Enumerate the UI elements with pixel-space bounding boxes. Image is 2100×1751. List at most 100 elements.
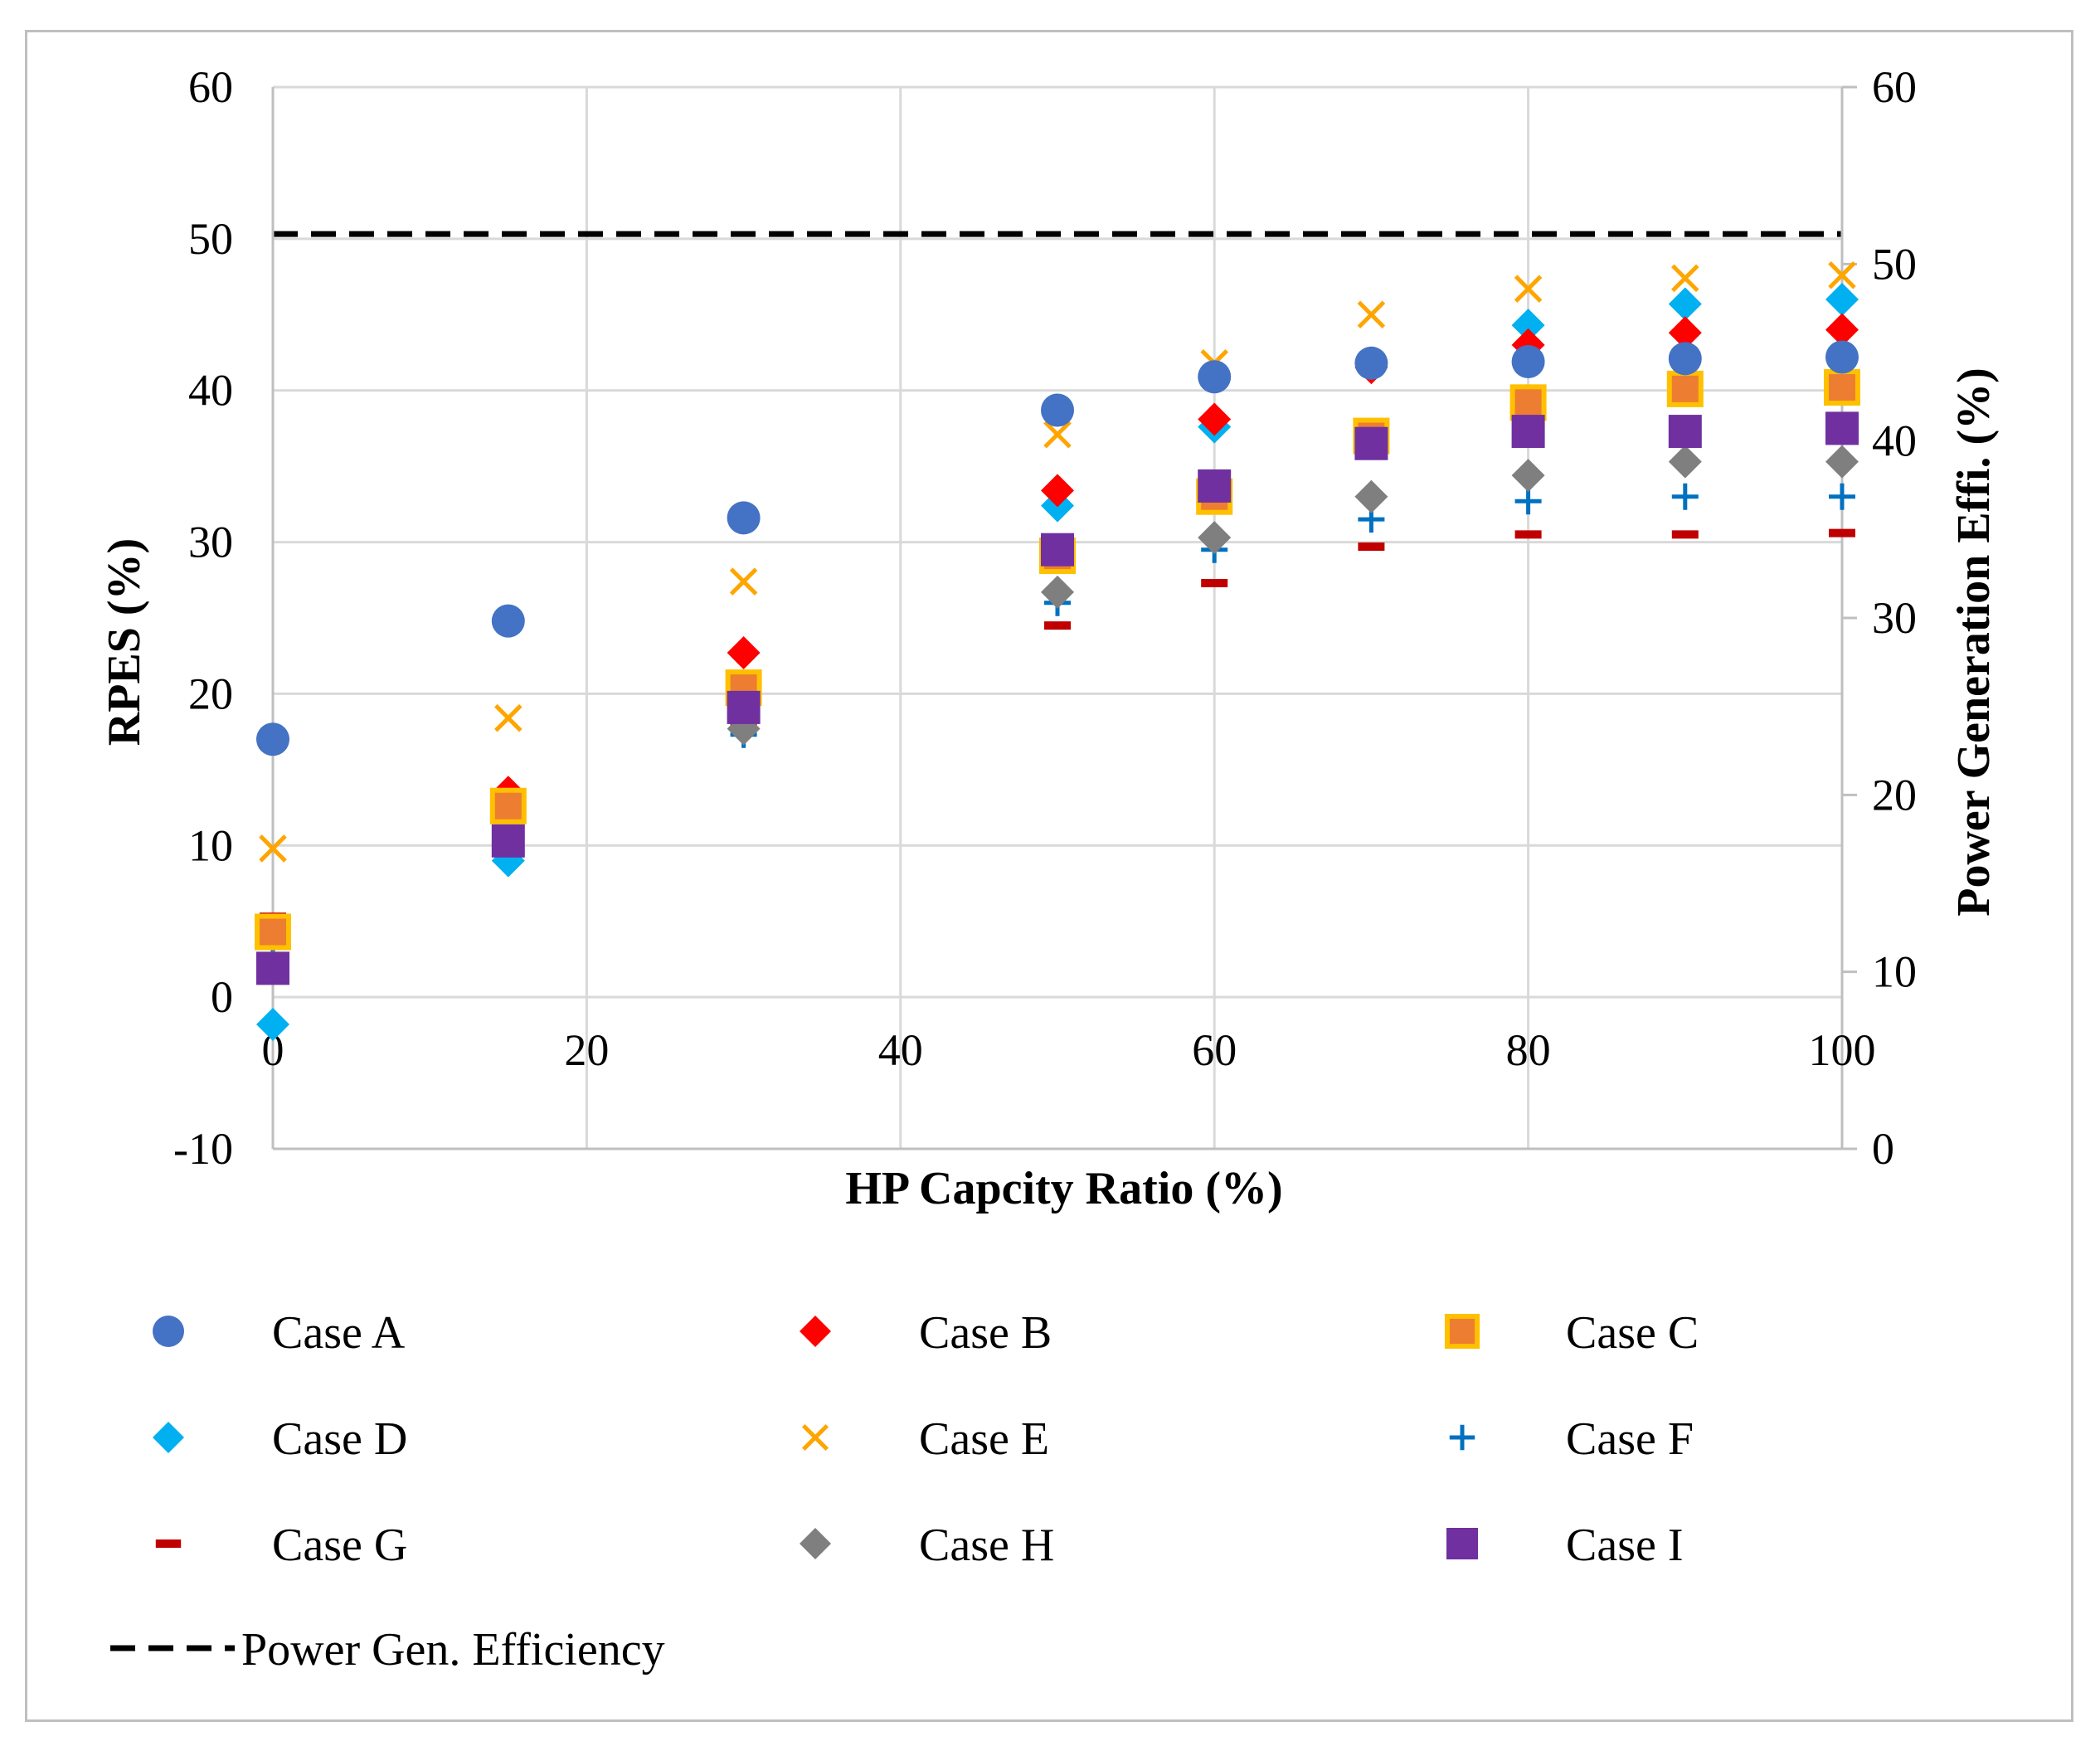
- point-case-f: [1671, 483, 1699, 510]
- legend-marker-case-f: [1449, 1424, 1475, 1451]
- point-case-e: [259, 834, 287, 863]
- point-case-c: [1824, 369, 1860, 406]
- legend-label-case-i: Case I: [1566, 1520, 1684, 1571]
- point-case-a: [256, 722, 289, 756]
- point-case-i: [491, 824, 525, 858]
- data-points: [255, 260, 1860, 1042]
- x-tick-labels: 0 20 40 60 80 100: [262, 1025, 1876, 1075]
- legend-label-case-c: Case C: [1566, 1307, 1699, 1359]
- y-tick-label: 60: [188, 62, 233, 112]
- legend-marker-case-a: [153, 1316, 184, 1347]
- point-case-h: [1668, 445, 1702, 479]
- y2-axis-title: Power Generation Effi. (%): [1948, 367, 2000, 916]
- point-case-a: [1668, 342, 1702, 376]
- point-case-a: [1354, 346, 1388, 380]
- point-case-a: [1041, 393, 1074, 427]
- y-tick-label: 30: [188, 518, 233, 567]
- point-case-c: [255, 913, 291, 951]
- point-case-h: [1511, 459, 1545, 493]
- legend-label-case-d: Case D: [272, 1413, 407, 1465]
- point-case-h: [1354, 479, 1388, 513]
- y-tick-label: 50: [188, 214, 233, 264]
- legend-marker-case-h: [800, 1528, 831, 1559]
- legend-label-case-h: Case H: [919, 1520, 1054, 1571]
- point-case-i: [727, 690, 761, 724]
- x-tick-label: 20: [564, 1025, 609, 1075]
- series-case-i: [256, 411, 1859, 985]
- point-case-d: [1511, 309, 1545, 343]
- legend-label-case-a: Case A: [272, 1307, 406, 1359]
- point-case-h: [1825, 445, 1859, 479]
- point-case-e: [729, 567, 758, 596]
- point-case-f: [1514, 488, 1542, 515]
- y-tick-label: -10: [173, 1124, 233, 1174]
- y-tick-label: 10: [188, 820, 233, 870]
- y2-tick-label: 40: [1872, 416, 1917, 466]
- y2-tick-labels: 0 10 20 30 40 50 60: [1872, 62, 1917, 1174]
- point-case-c: [1666, 370, 1704, 407]
- legend-label-case-e: Case E: [919, 1413, 1049, 1465]
- legend-label-case-b: Case B: [919, 1307, 1052, 1359]
- y2-tick-label: 50: [1872, 239, 1917, 289]
- point-case-e: [494, 703, 523, 732]
- y-tick-label: 0: [211, 972, 233, 1022]
- point-case-d: [1825, 283, 1859, 316]
- point-case-d: [1668, 287, 1702, 321]
- legend-label-case-f: Case F: [1566, 1413, 1694, 1465]
- y-tick-label: 40: [188, 366, 233, 416]
- y2-tick-label: 0: [1872, 1124, 1894, 1174]
- point-case-b: [1668, 316, 1702, 350]
- legend-marker-case-d: [153, 1422, 184, 1453]
- x-tick-label: 60: [1192, 1025, 1237, 1075]
- point-case-e: [1043, 420, 1072, 449]
- point-case-d: [256, 1008, 289, 1042]
- point-case-h: [1198, 521, 1232, 555]
- x-tick-label: 100: [1809, 1025, 1876, 1075]
- point-case-i: [1354, 426, 1388, 460]
- x-tick-label: 40: [878, 1025, 923, 1075]
- x-tick-label: 80: [1506, 1025, 1551, 1075]
- point-case-i: [256, 951, 289, 985]
- y-tick-labels: -10 0 10 20 30 40 50 60: [173, 62, 233, 1174]
- series-case-a: [256, 340, 1859, 756]
- point-case-i: [1041, 533, 1074, 567]
- legend-marker-case-i: [1446, 1528, 1478, 1559]
- x-axis-title: HP Capcity Ratio (%): [845, 1163, 1282, 1214]
- legend-marker-case-c: [1444, 1313, 1480, 1350]
- legend-label-power-gen-efficiency: Power Gen. Efficiency: [241, 1624, 665, 1676]
- chart-frame: 0 20 40 60 80 100 -10 0 10 20 30 40 50 60 0 10 20 30 40 5…: [25, 30, 2073, 1722]
- point-case-b: [1041, 474, 1074, 508]
- y2-tick-label: 30: [1872, 593, 1917, 643]
- point-case-a: [1825, 340, 1859, 374]
- point-case-e: [1671, 264, 1699, 293]
- point-case-b: [1825, 313, 1859, 347]
- y2-tick-label: 60: [1872, 62, 1917, 112]
- point-case-b: [1198, 402, 1232, 436]
- point-case-e: [1514, 275, 1543, 303]
- point-case-f: [1829, 483, 1855, 510]
- series-case-c: [255, 369, 1860, 951]
- legend-marker-case-e: [801, 1423, 829, 1452]
- y-axis-title: RPES (%): [99, 538, 150, 746]
- point-case-a: [1198, 360, 1232, 394]
- legend-label-case-g: Case G: [272, 1520, 407, 1571]
- point-case-c: [489, 787, 527, 824]
- legend: Case A Case B Case C Case D Case E Case F Case…: [110, 1307, 1699, 1676]
- point-case-a: [727, 501, 761, 535]
- point-case-h: [1041, 575, 1074, 609]
- point-case-c: [1509, 384, 1547, 421]
- y-tick-label: 20: [188, 669, 233, 718]
- series-case-h: [256, 445, 1859, 984]
- point-case-e: [1828, 260, 1856, 289]
- point-case-b: [727, 636, 761, 670]
- y2-tick-label: 10: [1872, 947, 1917, 997]
- y2-tick-label: 20: [1872, 770, 1917, 820]
- point-case-i: [1511, 415, 1545, 449]
- point-case-a: [1511, 344, 1545, 378]
- point-case-i: [1198, 469, 1232, 503]
- legend-marker-case-b: [800, 1316, 831, 1347]
- point-case-e: [1357, 300, 1386, 329]
- point-case-a: [491, 604, 525, 638]
- point-case-i: [1825, 411, 1859, 445]
